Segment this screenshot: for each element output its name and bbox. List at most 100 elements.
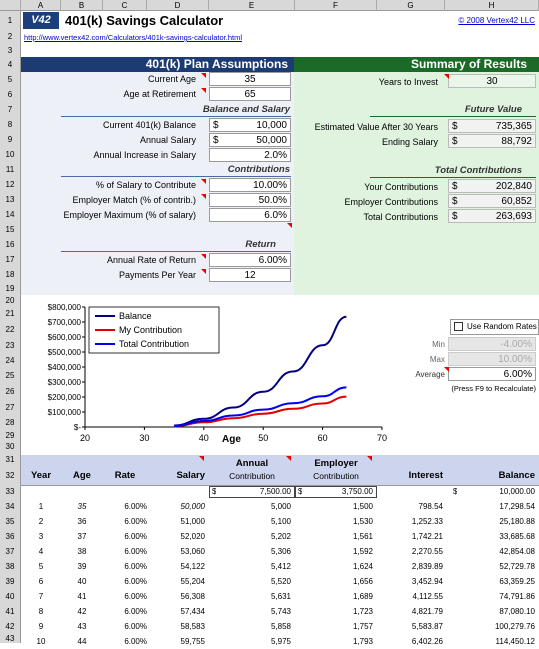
column-header-e[interactable]: E: [209, 0, 295, 11]
cell-age: 39: [77, 562, 87, 571]
row-header[interactable]: 33: [0, 485, 21, 499]
annual-salary-input[interactable]: [209, 133, 291, 147]
row-header[interactable]: 14: [0, 207, 21, 222]
row-header[interactable]: 29: [0, 430, 21, 442]
y-tick-label: $500,000: [48, 348, 82, 357]
start-annual-box[interactable]: [209, 486, 295, 498]
row-header[interactable]: 18: [0, 267, 21, 282]
row-header[interactable]: 3: [0, 44, 21, 57]
max-rate-box[interactable]: [448, 352, 536, 366]
column-header-a[interactable]: A: [21, 0, 61, 11]
assumptions-header: 401(k) Plan Assumptions: [21, 57, 294, 72]
col-salary-header: Salary: [176, 470, 205, 481]
row-header[interactable]: 35: [0, 514, 21, 529]
cell-balance: 42,854.08: [499, 547, 535, 556]
row-header[interactable]: 10: [0, 147, 21, 162]
row-header[interactable]: 20: [0, 295, 21, 306]
retire-age-label: Age at Retirement: [123, 89, 196, 99]
payments-per-year-value: 12: [244, 270, 256, 281]
row-header[interactable]: 27: [0, 400, 21, 415]
rate-of-return-input[interactable]: [209, 253, 291, 267]
payments-per-year-label: Payments Per Year: [118, 270, 196, 280]
row-header[interactable]: 7: [0, 102, 21, 117]
payments-per-year-input[interactable]: [209, 268, 291, 282]
currency-symbol: $: [298, 487, 303, 496]
row-header[interactable]: 37: [0, 544, 21, 559]
cell-salary: 54,122: [180, 562, 205, 571]
row-header[interactable]: 13: [0, 192, 21, 207]
current-age-input[interactable]: [209, 72, 291, 86]
column-header-f[interactable]: F: [295, 0, 377, 11]
employer-max-input[interactable]: [209, 208, 291, 222]
section-divider: [61, 176, 291, 177]
use-random-rates-checkbox[interactable]: [454, 322, 463, 331]
row-header[interactable]: 9: [0, 132, 21, 147]
cell-year: 3: [38, 532, 44, 541]
retire-age-input[interactable]: [209, 87, 291, 101]
section-divider: [370, 116, 536, 117]
row-header[interactable]: 2: [0, 30, 21, 44]
column-header-d[interactable]: D: [147, 0, 209, 11]
row-header[interactable]: 5: [0, 72, 21, 87]
row-header[interactable]: 34: [0, 499, 21, 514]
row-header[interactable]: 15: [0, 222, 21, 237]
row-header[interactable]: 30: [0, 442, 21, 452]
min-rate-box[interactable]: [448, 337, 536, 351]
column-header-h[interactable]: H: [445, 0, 539, 11]
column-header-g[interactable]: G: [377, 0, 445, 11]
row-header[interactable]: 41: [0, 604, 21, 619]
row-header[interactable]: 25: [0, 368, 21, 384]
row-header[interactable]: 26: [0, 384, 21, 400]
row-header[interactable]: 6: [0, 87, 21, 102]
copyright-link[interactable]: © 2008 Vertex42 LLC: [458, 16, 535, 25]
row-header[interactable]: 42: [0, 619, 21, 634]
row-header[interactable]: 17: [0, 252, 21, 267]
employer-match-input[interactable]: [209, 193, 291, 207]
row-header[interactable]: 22: [0, 322, 21, 338]
row-header[interactable]: 24: [0, 353, 21, 368]
min-label: Min: [432, 340, 445, 349]
row-header[interactable]: 19: [0, 282, 21, 295]
row-header[interactable]: 38: [0, 559, 21, 574]
row-header[interactable]: 11: [0, 162, 21, 177]
cell-employer-contribution: 1,500: [352, 502, 373, 511]
column-header-c[interactable]: C: [103, 0, 147, 11]
retire-age-value: 65: [244, 89, 256, 100]
use-random-rates-label: Use Random Rates: [467, 322, 537, 331]
row-header[interactable]: 8: [0, 117, 21, 132]
column-header-bar: A B C D E F G H: [0, 0, 539, 11]
cell-age: 35: [77, 502, 87, 511]
cell-year: 9: [38, 622, 44, 631]
cell-rate: 6.00%: [124, 637, 147, 646]
employer-match-value: 50.0%: [258, 195, 287, 206]
row-header[interactable]: 32: [0, 467, 21, 485]
salary-increase-input[interactable]: [209, 148, 291, 162]
row-header[interactable]: 39: [0, 574, 21, 589]
row-header[interactable]: 43: [0, 634, 21, 643]
pct-contribute-input[interactable]: [209, 178, 291, 192]
cell-interest: 1,252.33: [411, 517, 443, 526]
row-header[interactable]: 4: [0, 57, 21, 72]
current-balance-input[interactable]: [209, 118, 291, 132]
x-tick-label: 60: [318, 433, 328, 443]
series-line-2: [174, 386, 347, 427]
row-header[interactable]: 36: [0, 529, 21, 544]
comment-indicator-icon: [201, 194, 206, 199]
cell-salary: 51,000: [180, 517, 205, 526]
row-header[interactable]: 12: [0, 177, 21, 192]
start-employer-value: 3,750.00: [341, 487, 373, 496]
cell-annual-contribution: 5,412: [270, 562, 291, 571]
row-header[interactable]: 1: [0, 11, 21, 30]
row-header[interactable]: 21: [0, 306, 21, 322]
select-all-corner[interactable]: [0, 0, 21, 11]
row-header[interactable]: 16: [0, 237, 21, 252]
row-header[interactable]: 31: [0, 452, 21, 467]
x-axis-title: Age: [222, 434, 241, 445]
source-url-link[interactable]: http://www.vertex42.com/Calculators/401k…: [24, 33, 243, 42]
row-header[interactable]: 28: [0, 415, 21, 430]
cell-annual-contribution: 5,520: [270, 577, 291, 586]
start-employer-box[interactable]: [295, 486, 377, 498]
column-header-b[interactable]: B: [61, 0, 103, 11]
row-header[interactable]: 23: [0, 338, 21, 353]
row-header[interactable]: 40: [0, 589, 21, 604]
